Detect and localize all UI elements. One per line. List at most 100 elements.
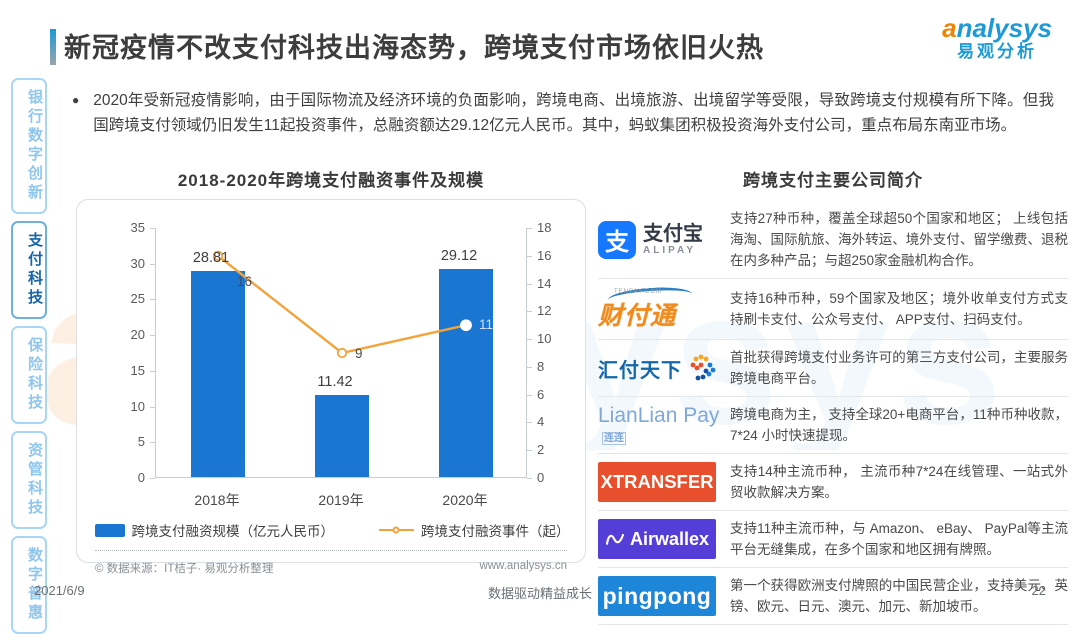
company-row-xtransfer: XTRANSFER 支持14种主流币种， 主流币种7*24在线管理、一站式外贸收款… [598, 454, 1068, 511]
report-slide: aanalysys 新冠疫情不改支付科技出海态势，跨境支付市场依旧火热 anal… [11, 14, 1068, 634]
lianlianpay-cn: 连连 [602, 432, 626, 445]
footer-page-number: 22 [1031, 583, 1046, 598]
sidebar: 银行数字创新 支付科技 保险科技 资管科技 数字普惠 [8, 78, 50, 634]
bar-value-label: 28.81 [192, 250, 230, 267]
right-axis-tickmark [527, 394, 532, 396]
left-axis-tick: 0 [137, 470, 145, 485]
analysys-logo: analysys 易观分析 [942, 14, 1052, 61]
left-axis-tickmark [150, 335, 155, 337]
right-axis-tick: 14 [537, 275, 552, 291]
right-axis-tickmark [527, 478, 532, 479]
left-axis-tickmark [150, 299, 155, 301]
company-logo-cell: 汇付天下 [598, 353, 720, 383]
huifu-pinwheel-icon [690, 354, 716, 381]
line-marker [212, 250, 224, 261]
company-row-huifu: 汇付天下 首批获得跨境支付业务许可的第三方支付公司，主要服务跨境电商平台。 [598, 340, 1068, 397]
right-axis-tickmark [527, 228, 532, 229]
right-axis-tick: 6 [537, 386, 545, 402]
right-axis-tickmark [527, 422, 532, 424]
slide-footer: 2021/6/9 数据驱动精益成长 22 [34, 583, 1046, 601]
analysys-logo-rest: nalysys [956, 13, 1052, 43]
footer-slogan: 数据驱动精益成长 [487, 586, 592, 601]
left-axis-tickmark [150, 478, 155, 479]
plot-area [155, 228, 527, 478]
alipay-logo: 支支付宝 ALIPAY [598, 220, 703, 259]
alipay-icon: 支 [598, 220, 636, 259]
left-axis-tick: 20 [130, 327, 145, 343]
left-axis-tick: 35 [130, 220, 145, 235]
company-row-tenpay: TENPAY.COM 财付通 支持16种币种，59个国家及地区；境外收单支付方式支持… [598, 279, 1068, 340]
xtransfer-logo: XTRANSFER [598, 462, 716, 502]
chart-section: 2018-2020年跨境支付融资事件及规模 0 5 10 15 20 25 30 35 0 2 4 6… [76, 166, 586, 575]
bar-value-label: 29.12 [440, 248, 478, 264]
footer-date: 2021/6/9 [34, 583, 85, 598]
legend-line-label: 跨境支付融资事件（起） [421, 524, 570, 539]
company-description: 支持16种币种，59个国家及地区；境外收单支付方式支持刷卡支付、公众号支付、 A… [730, 291, 1068, 327]
alipay-cn: 支付宝 [643, 223, 703, 245]
right-axis-tickmark [527, 311, 532, 313]
left-axis-tickmark [150, 263, 155, 265]
chart-card: 0 5 10 15 20 25 30 35 0 2 4 6 8 10 12 14 16 18 28.81 2018年 1… [76, 199, 586, 575]
company-row-lianlian: LianLian Pay 连连 跨境电商为主， 支持全球20+电商平台，11种币种收… [598, 397, 1068, 454]
tenpay-cn: 财付通 [598, 302, 677, 330]
legend-item-bar: 跨境支付融资规模（亿元人民币） [95, 520, 335, 540]
company-row-airwallex: Airwallex 支持11种主流币种，与 Amazon、 eBay、 PayPa… [598, 511, 1068, 568]
line-marker [336, 347, 348, 359]
legend-bar-swatch [95, 523, 125, 537]
airwallex-squiggle-icon [605, 533, 625, 545]
left-axis-tick: 5 [137, 434, 145, 450]
legend-line-dot [392, 526, 400, 534]
left-axis-tick: 15 [130, 362, 145, 378]
company-row-alipay: 支支付宝 ALIPAY 支持27种币种，覆盖全球超50个国家和地区； 上线包括海淘、… [598, 201, 1068, 279]
alipay-en: ALIPAY [643, 245, 697, 256]
huifu-logo: 汇付天下 [598, 353, 718, 383]
right-axis-tickmark [527, 255, 532, 257]
left-axis-tickmark [150, 228, 155, 229]
chart-source-row: © 数据来源：IT桔子· 易观分析整理 www.analysys.cn [95, 550, 567, 576]
legend-item-line: 跨境支付融资事件（起） [378, 520, 570, 540]
company-description: 支持11种主流币种，与 Amazon、 eBay、 PayPal等主流平台无缝集… [730, 521, 1068, 557]
right-axis-tick: 12 [537, 303, 552, 319]
right-axis-tick: 4 [537, 414, 545, 430]
left-axis-tick: 10 [130, 398, 145, 414]
title-accent-bar [50, 29, 56, 65]
company-logo-cell: XTRANSFER [598, 462, 720, 502]
alipay-wordmark: 支付宝 ALIPAY [643, 223, 703, 256]
right-axis-tick: 0 [537, 470, 545, 485]
right-axis-tick: 8 [537, 358, 545, 374]
line-series [212, 250, 472, 359]
analysys-logo-a: a [942, 13, 957, 43]
right-axis-tickmark [527, 366, 532, 368]
sidebar-tab-3[interactable]: 资管科技 [11, 431, 47, 529]
company-logo-cell: 支支付宝 ALIPAY [598, 220, 720, 259]
tenpay-site: TENPAY.COM [614, 289, 663, 295]
sidebar-tab-0[interactable]: 银行数字创新 [11, 78, 47, 214]
companies-title: 跨境支付主要公司简介 [743, 171, 923, 190]
left-axis-tick: 30 [130, 255, 145, 271]
company-logo-cell: TENPAY.COM 财付通 [598, 285, 720, 332]
chart-legend: 跨境支付融资规模（亿元人民币） 跨境支付融资事件（起） [95, 520, 570, 540]
company-description: 首批获得跨境支付业务许可的第三方支付公司，主要服务跨境电商平台。 [730, 350, 1068, 386]
left-axis-tickmark [150, 370, 155, 372]
left-axis-tickmark [150, 406, 155, 408]
right-axis-tick: 16 [537, 247, 552, 263]
x-axis-label: 2018年 [194, 492, 240, 508]
right-axis-tickmark [527, 450, 532, 452]
airwallex-en: Airwallex [629, 528, 710, 549]
left-axis-tickmark [150, 442, 155, 444]
right-axis-tick: 18 [537, 220, 552, 235]
right-axis-tick: 2 [537, 442, 545, 458]
chart-source-url[interactable]: www.analysys.cn [479, 560, 567, 572]
bar-2018年 [191, 271, 245, 477]
airwallex-logo: Airwallex [598, 519, 716, 559]
chart-title: 2018-2020年跨境支付融资事件及规模 [177, 171, 485, 190]
company-description: 跨境电商为主， 支持全球20+电商平台，11种币种收款，7*24 小时快速提现。 [730, 407, 1068, 443]
sidebar-tab-1[interactable]: 支付科技 [11, 221, 47, 319]
bar-2020年 [439, 269, 493, 477]
left-axis-tick: 25 [130, 291, 145, 307]
chart-plot: 0 5 10 15 20 25 30 35 0 2 4 6 8 10 12 14 16 18 28.81 2018年 1… [95, 214, 567, 514]
x-axis-label: 2020年 [442, 492, 488, 508]
sidebar-tab-2[interactable]: 保险科技 [11, 326, 47, 424]
legend-bar-label: 跨境支付融资规模（亿元人民币） [131, 524, 335, 539]
right-axis-tickmark [527, 339, 532, 341]
